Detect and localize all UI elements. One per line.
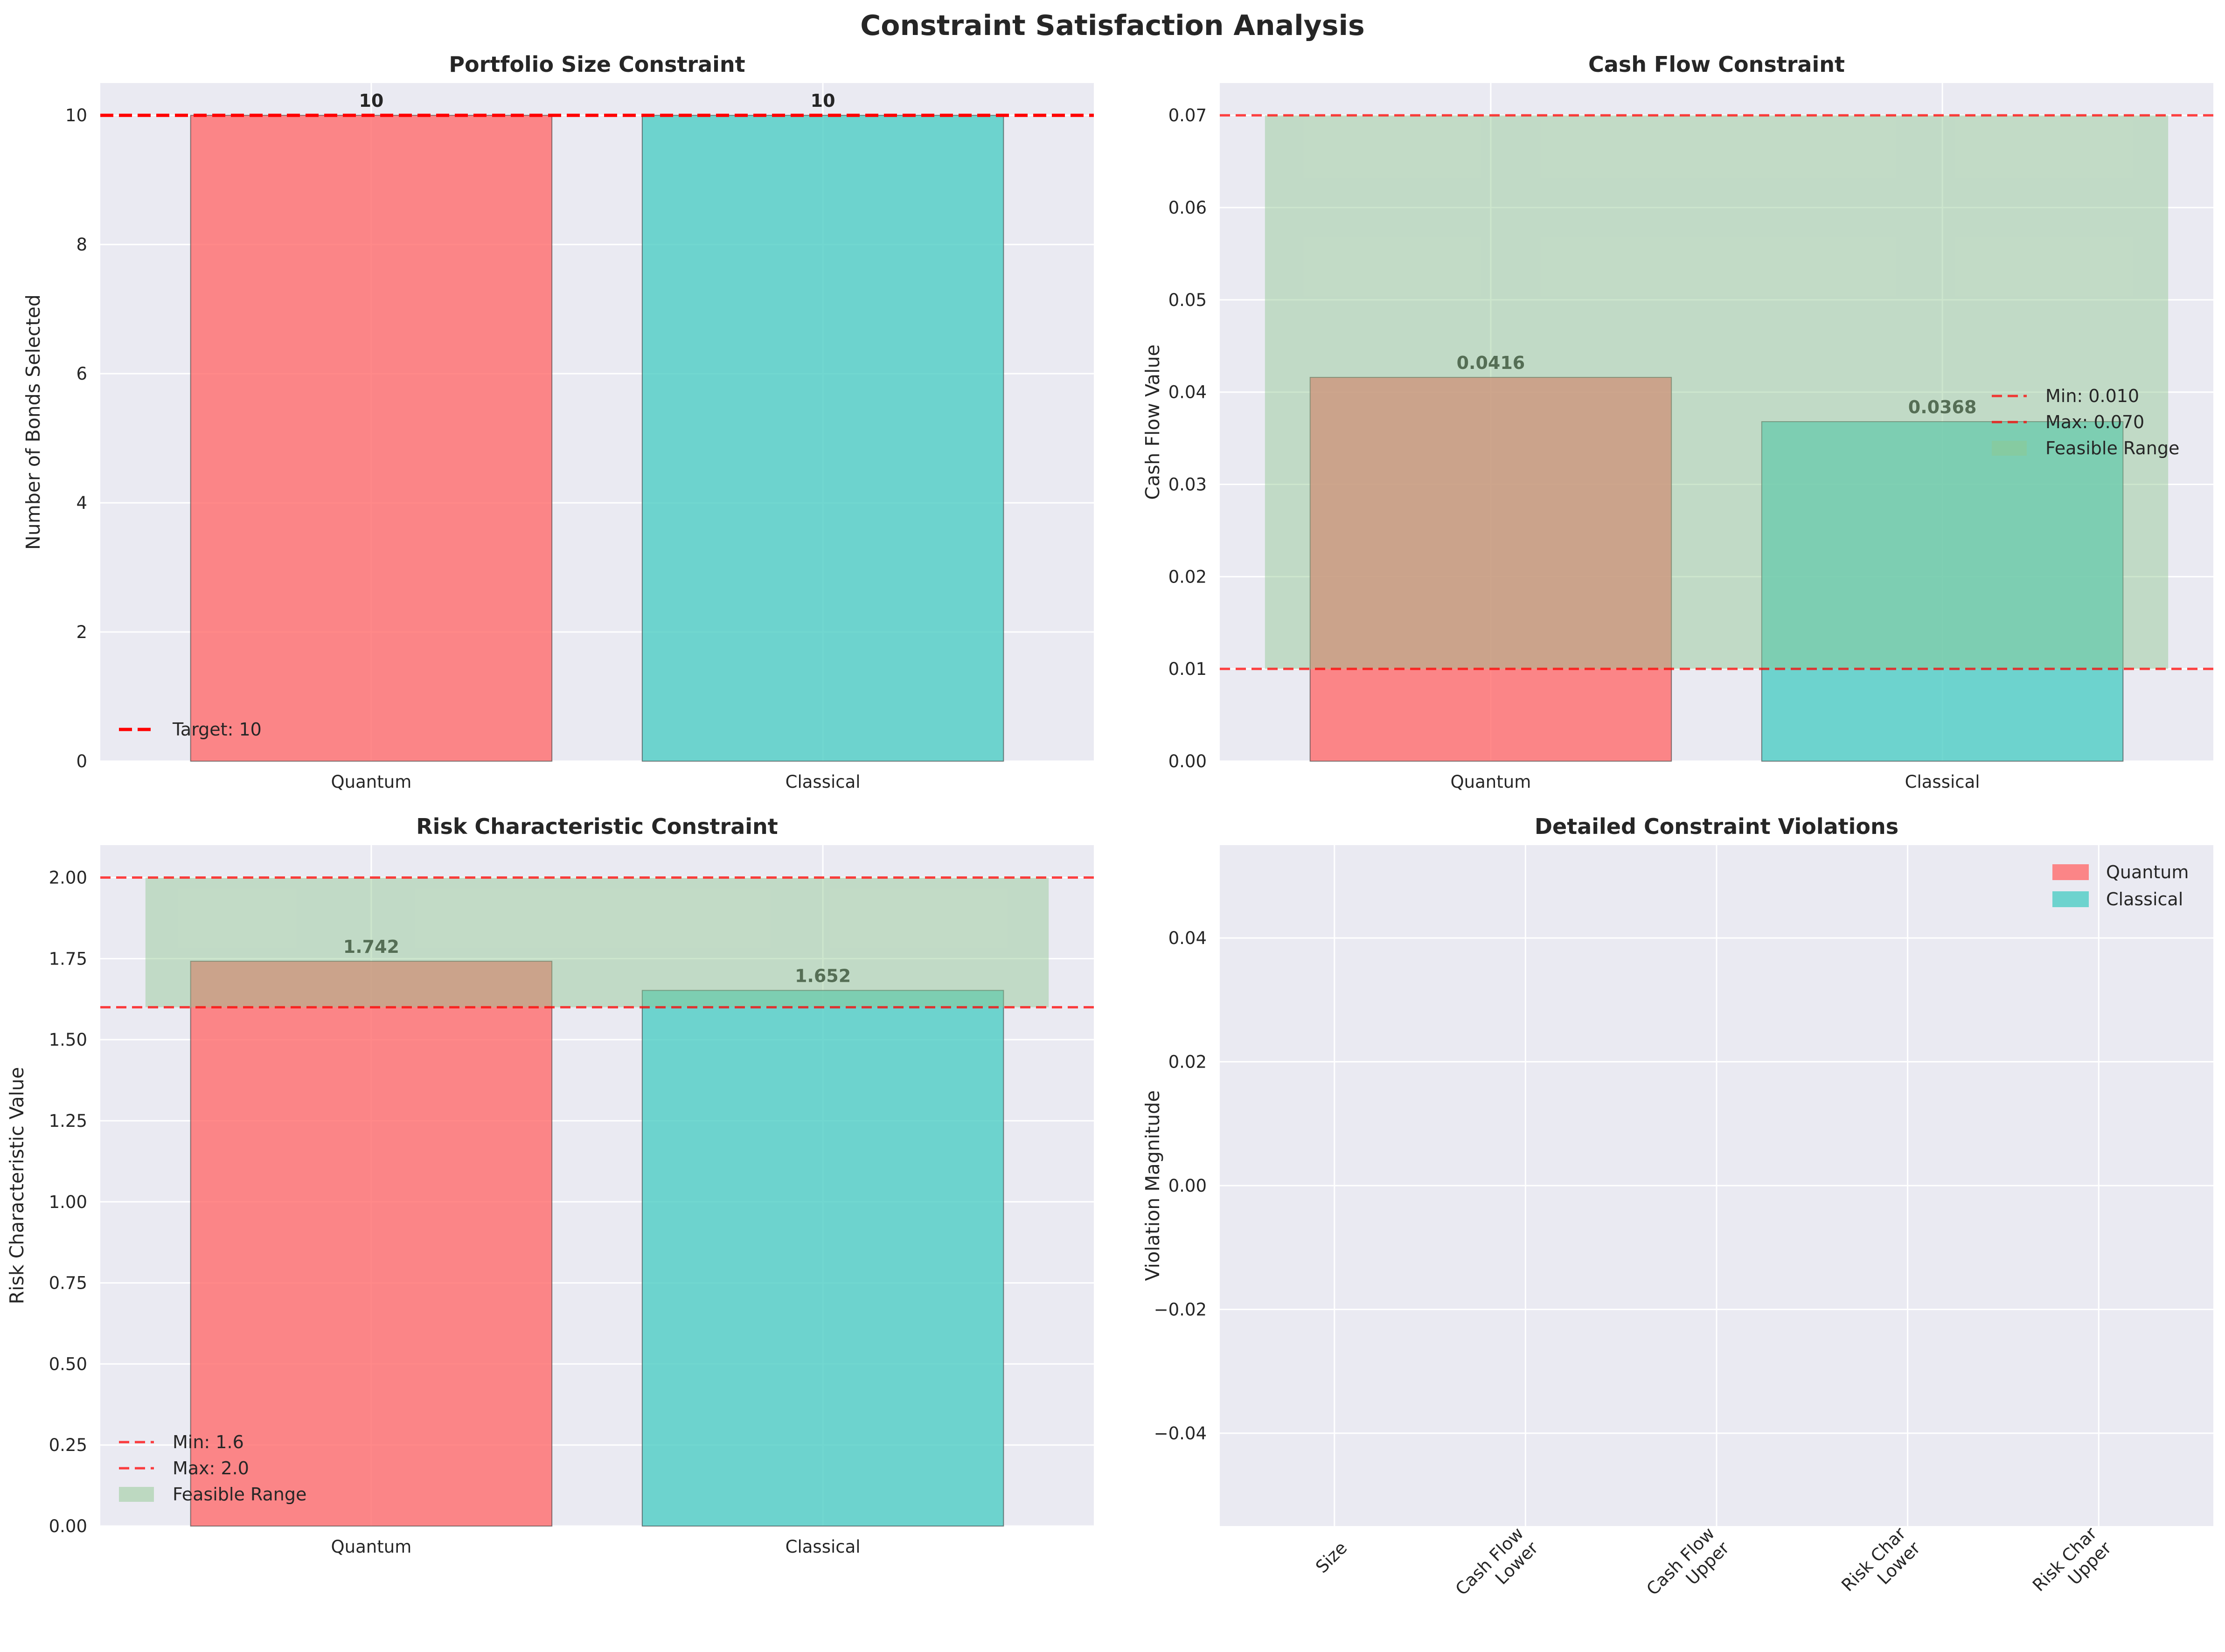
bar-quantum [1309, 377, 1672, 762]
y-tick-label: 0.05 [1168, 290, 1207, 310]
chart-title: Portfolio Size Constraint [449, 52, 745, 77]
x-tick-label: Classical [786, 772, 861, 792]
risk-characteristic-chart: 0.00 0.25 0.50 0.75 1.00 1.25 1.50 1.75 2.00 Risk… [6, 814, 1094, 1557]
y-tick-label: 0.07 [1168, 105, 1207, 125]
legend-patch-swatch [119, 1487, 154, 1502]
legend-patch-swatch [2052, 891, 2089, 907]
y-tick-label: 0.03 [1168, 475, 1207, 495]
legend-label: Max: 2.0 [173, 1458, 249, 1478]
y-tick-label: 2 [76, 622, 87, 642]
bar-classical [641, 115, 1004, 762]
legend-label: Min: 0.010 [2045, 386, 2139, 406]
y-tick-label: 2.00 [49, 868, 87, 888]
bar-value-label: 1.652 [795, 965, 851, 986]
cash-flow-chart: 0.00 0.01 0.02 0.03 0.04 0.05 0.06 0.07 Cash Flo… [1141, 52, 2213, 792]
legend: Quantum Classical [2052, 862, 2189, 909]
y-tick-label: 1.50 [49, 1030, 87, 1050]
bar-value-label: 10 [359, 90, 383, 111]
chart-title: Detailed Constraint Violations [1535, 814, 1898, 839]
portfolio-size-chart: 0 2 4 6 8 10 Portfolio Size Constraint Number o… [22, 52, 1094, 792]
legend-label: Quantum [2106, 862, 2189, 882]
y-tick-label: 10 [65, 105, 87, 125]
y-tick-label: 0.01 [1168, 659, 1207, 679]
y-tick-label: 8 [76, 235, 87, 255]
y-tick-label: 0.06 [1168, 198, 1207, 218]
bar-value-label: 0.0416 [1457, 353, 1525, 373]
y-axis-label: Violation Magnitude [1141, 1090, 1164, 1281]
x-tick-label: Quantum [331, 1537, 412, 1557]
y-tick-label: 0.50 [49, 1354, 87, 1374]
legend-label: Target: 10 [172, 719, 262, 740]
bar-classical [641, 990, 1004, 1527]
y-tick-label: 0 [76, 751, 87, 771]
y-tick-label: 6 [76, 364, 87, 384]
legend-label: Max: 0.070 [2045, 412, 2144, 432]
y-axis-label: Risk Characteristic Value [6, 1067, 28, 1305]
chart-title: Risk Characteristic Constraint [416, 814, 778, 839]
y-tick-label: 0.02 [1168, 567, 1207, 587]
legend-patch-swatch [2052, 864, 2089, 880]
y-tick-label: −0.02 [1154, 1299, 1207, 1319]
y-tick-label: 0.04 [1168, 928, 1207, 948]
bar-classical [1761, 421, 2124, 762]
x-tick-label: Classical [786, 1537, 861, 1557]
y-tick-label: 0.75 [49, 1273, 87, 1293]
y-tick-label: 1.00 [49, 1192, 87, 1212]
y-tick-label: 1.25 [49, 1111, 87, 1131]
bar-value-label: 0.0368 [1908, 397, 1977, 417]
y-tick-label: 0.25 [49, 1435, 87, 1455]
feasible-range-band [1265, 115, 2169, 669]
bar-quantum [190, 115, 553, 762]
legend: Target: 10 [119, 719, 262, 740]
legend-label: Min: 1.6 [173, 1432, 244, 1452]
y-tick-label: 0.00 [1168, 1176, 1207, 1196]
y-tick-label: 0.00 [1168, 751, 1207, 771]
x-tick-label: Quantum [1451, 772, 1531, 792]
legend: Min: 0.010 Max: 0.070 Feasible Range [1992, 386, 2179, 458]
legend-label: Feasible Range [2045, 438, 2179, 458]
legend-patch-swatch [1992, 441, 2027, 456]
bar-quantum [190, 960, 553, 1527]
y-axis-label: Cash Flow Value [1141, 344, 1164, 500]
y-tick-label: 4 [76, 493, 87, 513]
bar-value-label: 10 [811, 90, 835, 111]
y-tick-label: 0.04 [1168, 382, 1207, 403]
legend-label: Feasible Range [173, 1484, 306, 1505]
feasible-range-band [145, 877, 1049, 1007]
chart-title: Cash Flow Constraint [1588, 52, 1845, 77]
x-tick-label: Classical [1905, 772, 1980, 792]
y-tick-label: 0.02 [1168, 1052, 1207, 1072]
legend-label: Classical [2106, 889, 2183, 909]
x-tick-label: Quantum [331, 772, 412, 792]
y-tick-label: 0.00 [49, 1516, 87, 1536]
legend: Min: 1.6 Max: 2.0 Feasible Range [119, 1432, 306, 1505]
y-tick-label: 1.75 [49, 949, 87, 969]
y-tick-label: −0.04 [1154, 1423, 1207, 1444]
constraint-violations-chart: −0.04 −0.02 0.00 0.02 0.04 Detailed Constrain… [1141, 814, 2213, 1599]
y-axis-label: Number of Bonds Selected [22, 294, 44, 550]
bar-value-label: 1.742 [343, 937, 399, 957]
figure-title: Constraint Satisfaction Analysis [860, 9, 1365, 42]
